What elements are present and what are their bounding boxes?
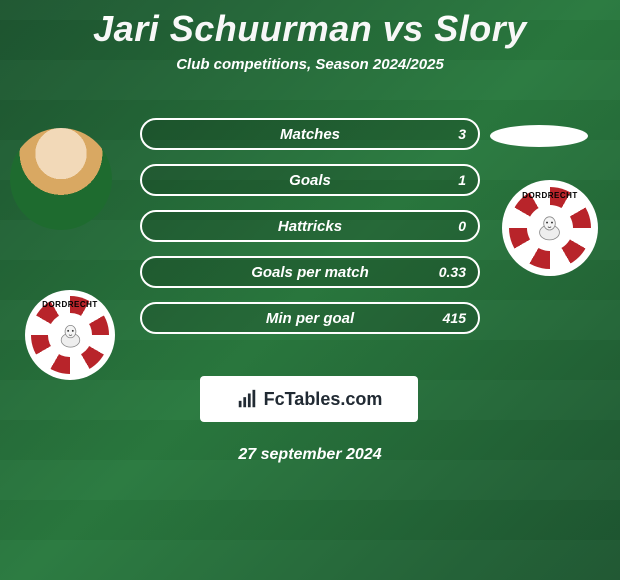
page-title: Jari Schuurman vs Slory: [0, 0, 620, 50]
stat-row: Goals per match 0.33: [140, 256, 480, 288]
player-right-placeholder: [490, 125, 588, 147]
stat-right-value: 1: [458, 172, 466, 188]
stat-row: Matches 3: [140, 118, 480, 150]
stats-container: Matches 3 Goals 1 Hattricks 0 Goals per …: [140, 118, 480, 348]
stat-label: Min per goal: [142, 310, 478, 327]
sheep-icon: [533, 211, 566, 244]
stat-label: Goals per match: [142, 264, 478, 281]
stat-row: Goals 1: [140, 164, 480, 196]
stat-row: Min per goal 415: [140, 302, 480, 334]
stat-label: Matches: [142, 126, 478, 143]
stat-row: Hattricks 0: [140, 210, 480, 242]
date-text: 27 september 2024: [0, 446, 620, 464]
club-crest-left: DORDRECHT: [25, 290, 115, 380]
sheep-icon: [55, 320, 86, 351]
crest-text-left: DORDRECHT: [42, 300, 98, 309]
branding-text: FcTables.com: [264, 389, 383, 410]
stat-right-value: 0: [458, 218, 466, 234]
stat-right-value: 3: [458, 126, 466, 142]
stat-label: Hattricks: [142, 218, 478, 235]
bar-chart-icon: [236, 388, 258, 410]
stat-right-value: 0.33: [439, 264, 466, 280]
page-subtitle: Club competitions, Season 2024/2025: [0, 56, 620, 73]
branding-box: FcTables.com: [200, 376, 418, 422]
stat-label: Goals: [142, 172, 478, 189]
crest-text-right: DORDRECHT: [522, 191, 578, 200]
club-crest-right: DORDRECHT: [502, 180, 598, 276]
player-left-avatar: [10, 128, 112, 230]
stat-right-value: 415: [443, 310, 466, 326]
